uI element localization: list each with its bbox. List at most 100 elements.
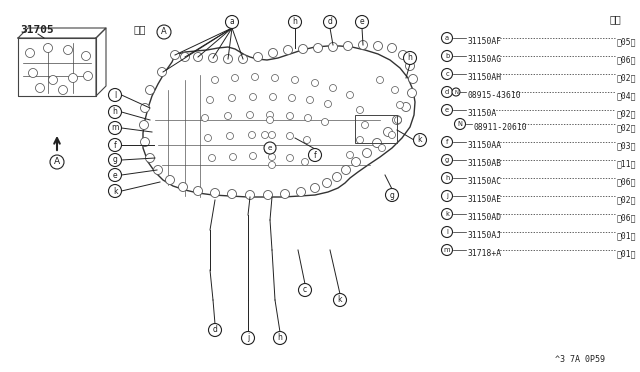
- Text: 31150AC: 31150AC: [468, 177, 502, 186]
- Circle shape: [346, 151, 353, 158]
- Circle shape: [291, 77, 298, 83]
- Circle shape: [193, 52, 202, 61]
- Text: h: h: [113, 108, 117, 116]
- Text: e: e: [113, 170, 117, 180]
- Circle shape: [399, 51, 408, 60]
- Circle shape: [314, 44, 323, 52]
- Circle shape: [141, 138, 150, 147]
- Text: h: h: [278, 334, 282, 343]
- Circle shape: [49, 76, 58, 84]
- Text: 31718+A: 31718+A: [468, 249, 502, 258]
- Circle shape: [374, 42, 383, 51]
- Circle shape: [44, 44, 52, 52]
- Circle shape: [264, 190, 273, 199]
- Circle shape: [273, 331, 287, 344]
- Text: l: l: [446, 229, 448, 235]
- Text: f: f: [114, 141, 116, 150]
- Text: e: e: [445, 107, 449, 113]
- Circle shape: [442, 87, 452, 97]
- Text: l: l: [114, 90, 116, 99]
- Circle shape: [342, 166, 351, 174]
- Text: A: A: [54, 157, 60, 167]
- Circle shape: [362, 148, 371, 157]
- Circle shape: [280, 189, 289, 199]
- Circle shape: [442, 105, 452, 115]
- Text: b: b: [445, 53, 449, 59]
- Circle shape: [63, 45, 72, 55]
- Text: 31705: 31705: [20, 25, 54, 35]
- Circle shape: [356, 137, 364, 144]
- Text: j: j: [446, 193, 448, 199]
- Circle shape: [385, 189, 399, 202]
- Circle shape: [246, 190, 255, 199]
- Circle shape: [333, 173, 342, 182]
- Circle shape: [452, 88, 460, 96]
- Text: 31150AA: 31150AA: [468, 141, 502, 150]
- Circle shape: [358, 41, 367, 49]
- Circle shape: [227, 189, 237, 199]
- Circle shape: [211, 189, 220, 198]
- Circle shape: [269, 93, 276, 100]
- Text: c: c: [303, 285, 307, 295]
- Circle shape: [287, 112, 294, 119]
- Circle shape: [248, 131, 255, 138]
- Circle shape: [193, 186, 202, 196]
- Circle shape: [269, 131, 275, 138]
- Text: f: f: [446, 139, 448, 145]
- Circle shape: [287, 132, 294, 140]
- Circle shape: [109, 169, 122, 182]
- Text: d: d: [212, 326, 218, 334]
- Circle shape: [442, 51, 452, 61]
- Circle shape: [394, 116, 401, 124]
- Text: 31150AG: 31150AG: [468, 55, 502, 64]
- Circle shape: [262, 131, 269, 138]
- Circle shape: [207, 96, 214, 103]
- Text: d: d: [328, 17, 332, 26]
- Text: m: m: [444, 247, 451, 253]
- Circle shape: [269, 48, 278, 58]
- Text: k: k: [338, 295, 342, 305]
- Text: k: k: [445, 211, 449, 217]
- Circle shape: [109, 154, 122, 167]
- Text: ＜02＞: ＜02＞: [617, 123, 637, 132]
- Circle shape: [145, 154, 154, 163]
- Circle shape: [392, 115, 401, 125]
- Circle shape: [264, 142, 276, 154]
- Circle shape: [109, 106, 122, 119]
- Circle shape: [157, 25, 171, 39]
- Bar: [355, 115, 397, 143]
- Circle shape: [228, 94, 236, 102]
- Text: c: c: [445, 71, 449, 77]
- Circle shape: [308, 148, 321, 161]
- Circle shape: [170, 51, 179, 60]
- Text: ^3 7A 0P59: ^3 7A 0P59: [555, 355, 605, 364]
- Text: j: j: [247, 334, 249, 343]
- Circle shape: [408, 89, 417, 97]
- Circle shape: [298, 45, 307, 54]
- Text: 31150AD: 31150AD: [468, 213, 502, 222]
- Circle shape: [205, 135, 211, 141]
- Circle shape: [269, 161, 275, 169]
- Circle shape: [166, 176, 175, 185]
- Circle shape: [179, 183, 188, 192]
- Text: a: a: [230, 17, 234, 26]
- Text: ＜02＞: ＜02＞: [617, 73, 637, 82]
- Circle shape: [253, 52, 262, 61]
- Circle shape: [209, 154, 216, 161]
- Circle shape: [209, 54, 218, 62]
- Circle shape: [296, 187, 305, 196]
- Circle shape: [154, 166, 163, 174]
- Circle shape: [351, 157, 360, 167]
- Circle shape: [109, 122, 122, 135]
- Circle shape: [344, 42, 353, 51]
- Circle shape: [289, 16, 301, 29]
- Circle shape: [223, 55, 232, 64]
- Circle shape: [406, 61, 415, 71]
- Text: e: e: [268, 145, 272, 151]
- Text: d: d: [445, 89, 449, 95]
- Circle shape: [442, 173, 452, 183]
- Circle shape: [454, 119, 465, 129]
- Circle shape: [323, 16, 337, 29]
- Text: h: h: [445, 175, 449, 181]
- Text: a: a: [445, 35, 449, 41]
